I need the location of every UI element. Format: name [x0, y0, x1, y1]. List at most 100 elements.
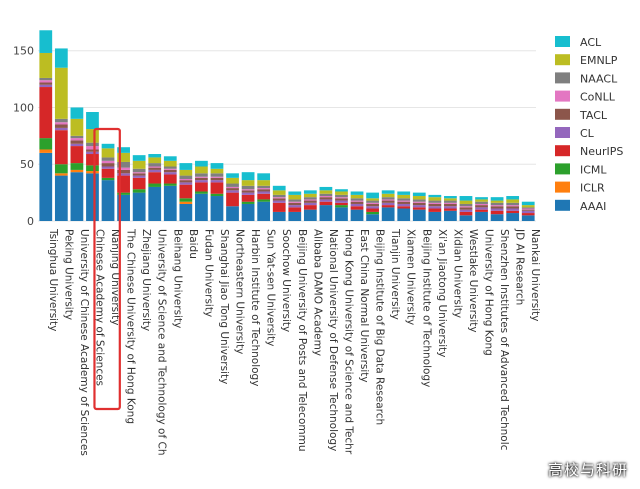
bar-segment — [39, 84, 53, 88]
bar-segment — [163, 168, 177, 170]
bar-segment — [163, 172, 177, 175]
bar-segment — [459, 207, 473, 210]
bar-segment — [226, 190, 239, 193]
bar-segment — [272, 211, 286, 221]
bar-segment — [70, 146, 84, 164]
bar-segment — [335, 191, 348, 195]
bar-segment — [117, 173, 130, 176]
legend-swatch — [555, 181, 570, 193]
bar-segment — [241, 180, 255, 186]
bar-segment — [428, 206, 442, 209]
bar-segment — [521, 201, 535, 206]
bar-segment — [350, 191, 364, 195]
bar-segment — [335, 200, 348, 203]
bar-segment — [210, 180, 224, 183]
bar-segment — [381, 190, 395, 194]
bar-segment — [397, 200, 411, 202]
x-tick-label: Fudan University — [202, 229, 214, 317]
bar-segment — [444, 206, 457, 209]
bar-segment — [163, 185, 177, 221]
bar-segment — [459, 215, 473, 221]
bar-segment — [210, 163, 224, 169]
bar-segment — [459, 209, 473, 212]
bar-segment — [195, 182, 208, 192]
bar-segment — [303, 190, 317, 194]
x-tick-label: Beihang University — [171, 229, 183, 328]
legend-swatch — [555, 163, 570, 175]
bar-segment — [428, 208, 442, 212]
bar-segment — [54, 175, 68, 221]
bars — [39, 30, 535, 221]
bar-segment — [179, 198, 193, 202]
x-tick-label: National University of Defense Technolog… — [327, 229, 339, 451]
x-tick-label: Nanjing University — [109, 229, 121, 325]
bar-segment — [381, 207, 395, 221]
bar-segment — [132, 172, 146, 174]
bar-segment — [86, 129, 99, 143]
bar-segment — [319, 201, 333, 206]
x-tick-label: Westlake University — [467, 229, 479, 333]
bar-segment — [490, 208, 504, 211]
bar-segment — [272, 194, 286, 198]
legend-swatch — [555, 72, 570, 84]
series-aaai — [39, 152, 535, 221]
bar-segment — [428, 194, 442, 198]
series-naacl — [39, 77, 535, 209]
bar-segment — [303, 205, 317, 210]
x-tick-label: Harbin Institute of Technology — [249, 229, 261, 386]
bar-segment — [39, 149, 53, 153]
bar-segment — [350, 198, 364, 201]
bar-segment — [54, 122, 68, 125]
bar-segment — [335, 198, 348, 201]
legend: ACL EMNLP NAACL CoNLL TACL CL NeurIPS ICML ICLR A… — [555, 36, 623, 213]
legend-item: CL — [555, 127, 595, 140]
bar-segment — [163, 166, 177, 169]
legend-label: NeurIPS — [580, 145, 623, 158]
bar-segment — [475, 203, 488, 206]
bar-segment — [86, 112, 99, 130]
legend-item: CoNLL — [555, 90, 616, 104]
bar-segment — [210, 182, 224, 194]
bar-segment — [39, 82, 53, 85]
bar-segment — [101, 160, 115, 164]
bar-segment — [319, 205, 333, 221]
bar-segment — [475, 207, 488, 210]
bar-segment — [86, 146, 99, 150]
bar-segment — [288, 191, 302, 195]
bar-segment — [210, 176, 224, 178]
bar-segment — [319, 197, 333, 200]
bar-segment — [257, 201, 271, 221]
x-tick-label: Hong Kong University of Science and Tech… — [342, 229, 354, 455]
bar-segment — [490, 202, 504, 206]
series-tacl — [39, 82, 535, 211]
x-tick-label: Chinese Academy of Sciences — [93, 229, 105, 386]
bar-segment — [490, 210, 504, 215]
bar-segment — [210, 173, 224, 177]
bar-segment — [195, 166, 208, 174]
bar-segment — [195, 160, 208, 167]
legend-label: AAAI — [580, 200, 606, 213]
bar-segment — [70, 163, 84, 170]
bar-segment — [195, 177, 208, 181]
bar-segment — [148, 186, 162, 221]
bar-segment — [350, 201, 364, 204]
bar-segment — [506, 208, 520, 211]
legend-label: ICLR — [580, 182, 605, 195]
series-conll — [39, 80, 535, 210]
bar-segment — [226, 183, 239, 187]
series-emnlp — [39, 52, 535, 208]
bar-segment — [195, 180, 208, 183]
bar-segment — [163, 183, 177, 186]
x-tick-label: Nankai University — [529, 229, 541, 322]
x-tick-label: Zhejiang University — [140, 229, 152, 331]
bar-segment — [444, 203, 457, 207]
bar-segment — [241, 172, 255, 181]
bar-segment — [428, 197, 442, 201]
x-tick-label: Sun Yat-sen University — [265, 229, 277, 347]
bar-segment — [257, 191, 271, 194]
x-tick-label: Peking University — [62, 229, 74, 320]
bar-segment — [490, 200, 504, 203]
bar-segment — [412, 192, 426, 197]
bar-segment — [444, 200, 457, 203]
bar-segment — [272, 200, 286, 203]
